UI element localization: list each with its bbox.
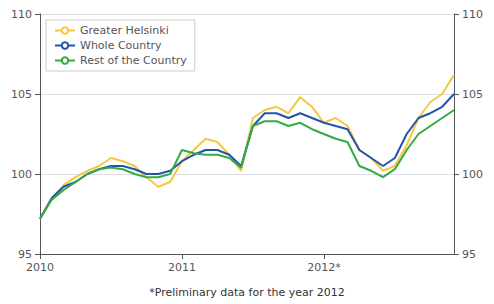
svg-text:2012*: 2012* (307, 261, 341, 274)
svg-text:105: 105 (11, 88, 32, 101)
svg-text:110: 110 (462, 8, 483, 21)
svg-text:Greater Helsinki: Greater Helsinki (80, 24, 169, 37)
svg-text:95: 95 (462, 248, 476, 261)
svg-text:100: 100 (462, 168, 483, 181)
svg-text:Whole Country: Whole Country (80, 39, 162, 52)
svg-text:105: 105 (462, 88, 483, 101)
svg-text:2010: 2010 (26, 261, 54, 274)
svg-text:2011: 2011 (168, 261, 196, 274)
svg-text:100: 100 (11, 168, 32, 181)
svg-text:*Preliminary data for the year: *Preliminary data for the year 2012 (149, 286, 345, 299)
svg-text:Rest of the Country: Rest of the Country (80, 54, 187, 67)
svg-text:95: 95 (18, 248, 32, 261)
svg-text:110: 110 (11, 8, 32, 21)
